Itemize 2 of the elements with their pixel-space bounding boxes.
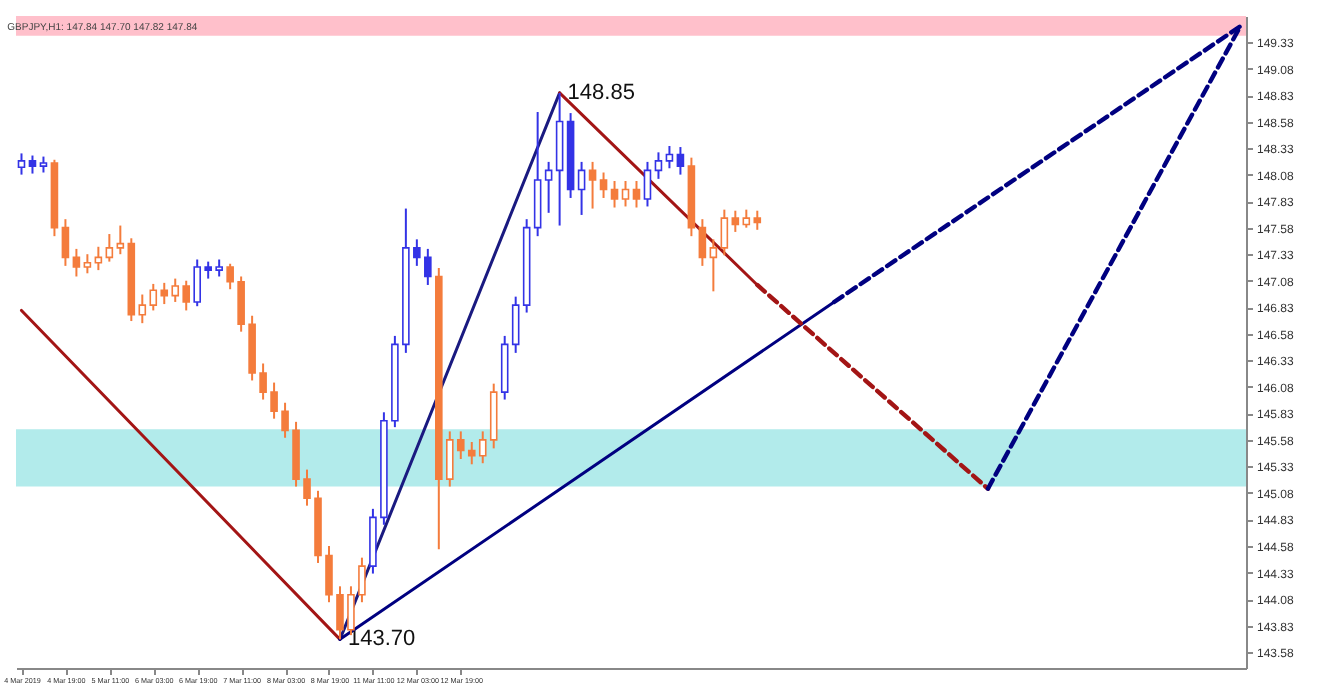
data-label: 143.70 xyxy=(347,627,416,652)
data-label: 148.85 xyxy=(567,80,635,105)
